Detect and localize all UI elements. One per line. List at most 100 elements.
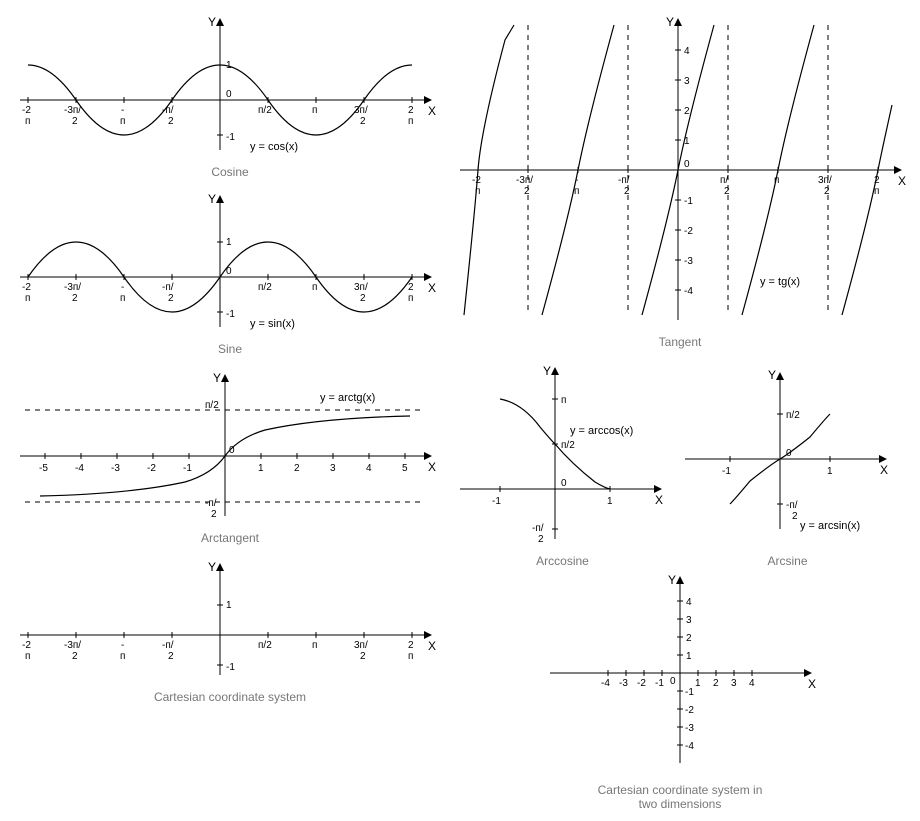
svg-text:п/2: п/2 (786, 410, 800, 421)
svg-text:3п/: 3п/ (354, 640, 368, 651)
svg-text:2: 2 (360, 293, 366, 304)
svg-text:-2: -2 (22, 282, 31, 293)
svg-text:2: 2 (408, 640, 414, 651)
svg-text:п: п (312, 640, 317, 651)
svg-text:-1: -1 (684, 196, 693, 207)
cosine-equation: y = cos(x) (250, 141, 298, 153)
svg-text:X: X (428, 281, 436, 295)
svg-text:-п/: -п/ (162, 640, 174, 651)
cart2d-chart: Y X 4 3 2 1 0 -1 -2 -3 -4 -4 -3 -2 -1 1 … (530, 568, 830, 811)
tangent-chart: Y X 4 3 2 1 0 -1 -2 -3 -4 -2п -3п/2 -п -… (450, 10, 910, 349)
svg-text:2: 2 (72, 293, 78, 304)
svg-text:2: 2 (408, 282, 414, 293)
svg-text:-3п/: -3п/ (516, 175, 533, 186)
x-ticks: -2п -3п/2 -п -п/2 п/2 п 3п/2 2п (22, 274, 414, 304)
svg-text:-п/: -п/ (786, 500, 798, 511)
svg-text:X: X (428, 460, 436, 474)
svg-text:-3: -3 (111, 463, 120, 474)
svg-text:2: 2 (168, 651, 174, 662)
svg-text:0: 0 (561, 478, 567, 489)
tangent-caption: Tangent (450, 335, 910, 349)
svg-text:-3п/: -3п/ (64, 640, 81, 651)
svg-text:2: 2 (168, 293, 174, 304)
sine-equation: y = sin(x) (250, 318, 295, 330)
arctan-equation: y = arctg(x) (320, 392, 375, 404)
svg-text:1: 1 (226, 237, 232, 248)
arccos-equation: y = arccos(x) (570, 425, 633, 437)
svg-text:1: 1 (258, 463, 264, 474)
svg-text:0: 0 (684, 159, 690, 170)
svg-text:-2: -2 (685, 705, 694, 716)
svg-text:2: 2 (684, 106, 690, 117)
svg-text:-4: -4 (601, 678, 610, 689)
svg-text:1: 1 (686, 651, 692, 662)
svg-text:Y: Y (666, 15, 674, 29)
cartesian-caption: Cartesian coordinate system (10, 690, 450, 704)
cosine-caption: Cosine (10, 165, 450, 179)
svg-text:п/2: п/2 (561, 440, 575, 451)
arccos-caption: Arccosine (450, 554, 675, 568)
svg-text:3п/: 3п/ (354, 282, 368, 293)
svg-text:-3п/: -3п/ (64, 105, 81, 116)
svg-text:2: 2 (360, 116, 366, 127)
cosine-chart: Y X 1 0 -1 -2п -3п/2 -п -п/2 п/2 п 3п/2 … (10, 10, 450, 179)
svg-text:Y: Y (543, 364, 551, 378)
svg-text:Y: Y (668, 573, 676, 587)
svg-text:1: 1 (827, 466, 833, 477)
x-axis-label: X (428, 104, 436, 118)
svg-text:-п/: -п/ (532, 523, 544, 534)
svg-text:п/: п/ (720, 175, 728, 186)
svg-text:2: 2 (72, 651, 78, 662)
svg-text:п/2: п/2 (258, 105, 272, 116)
arccos-chart: Y X п п/2 0 -п/2 -1 1 y = arccos(x) Arcc… (450, 359, 675, 568)
svg-text:п: п (408, 651, 413, 662)
sine-caption: Sine (10, 342, 450, 356)
svg-text:X: X (808, 677, 816, 691)
svg-text:п: п (408, 116, 413, 127)
svg-text:-5: -5 (39, 463, 48, 474)
svg-text:4: 4 (366, 463, 372, 474)
svg-text:п: п (25, 293, 30, 304)
arcsin-caption: Arcsine (675, 554, 900, 568)
svg-text:-1: -1 (226, 662, 235, 673)
svg-text:п: п (120, 293, 125, 304)
svg-text:п/2: п/2 (205, 400, 219, 411)
svg-text:п: п (120, 116, 125, 127)
svg-text:2: 2 (294, 463, 300, 474)
y-ticks: 4 3 2 1 0 -1 -2 -3 -4 (670, 597, 694, 752)
svg-text:п: п (312, 105, 317, 116)
svg-text:2: 2 (72, 116, 78, 127)
svg-text:-: - (121, 105, 124, 116)
svg-text:Y: Y (768, 368, 776, 382)
svg-text:4: 4 (684, 46, 690, 57)
arcsin-equation: y = arcsin(x) (800, 520, 860, 532)
svg-text:X: X (898, 174, 906, 188)
y-axis-label: Y (208, 15, 216, 29)
svg-text:-2: -2 (22, 640, 31, 651)
svg-text:-3п/: -3п/ (64, 282, 81, 293)
svg-text:-3: -3 (619, 678, 628, 689)
svg-text:1: 1 (607, 496, 613, 507)
svg-text:Y: Y (208, 192, 216, 206)
arcsin-chart: Y X п/2 0 -п/2 -1 1 y = arcsin(x) Arcsin… (675, 359, 900, 568)
svg-text:-2: -2 (684, 226, 693, 237)
svg-text:4: 4 (686, 597, 692, 608)
svg-text:-1: -1 (655, 678, 664, 689)
svg-text:2: 2 (792, 511, 798, 522)
svg-text:п: п (25, 651, 30, 662)
svg-text:-4: -4 (685, 741, 694, 752)
svg-text:2: 2 (168, 116, 174, 127)
svg-text:2: 2 (824, 186, 830, 197)
svg-text:5: 5 (402, 463, 408, 474)
svg-text:-2: -2 (147, 463, 156, 474)
svg-text:X: X (655, 493, 663, 507)
svg-text:-1: -1 (492, 496, 501, 507)
svg-text:-1: -1 (722, 466, 731, 477)
svg-text:-1: -1 (226, 132, 235, 143)
svg-text:3: 3 (686, 615, 692, 626)
sine-chart: Y X 1 0 -1 -2п -3п/2 -п -п/2 п/2 п 3п/2 … (10, 187, 450, 356)
svg-text:2: 2 (360, 651, 366, 662)
svg-text:1: 1 (695, 678, 701, 689)
svg-text:-п/: -п/ (162, 282, 174, 293)
svg-text:-: - (121, 640, 124, 651)
